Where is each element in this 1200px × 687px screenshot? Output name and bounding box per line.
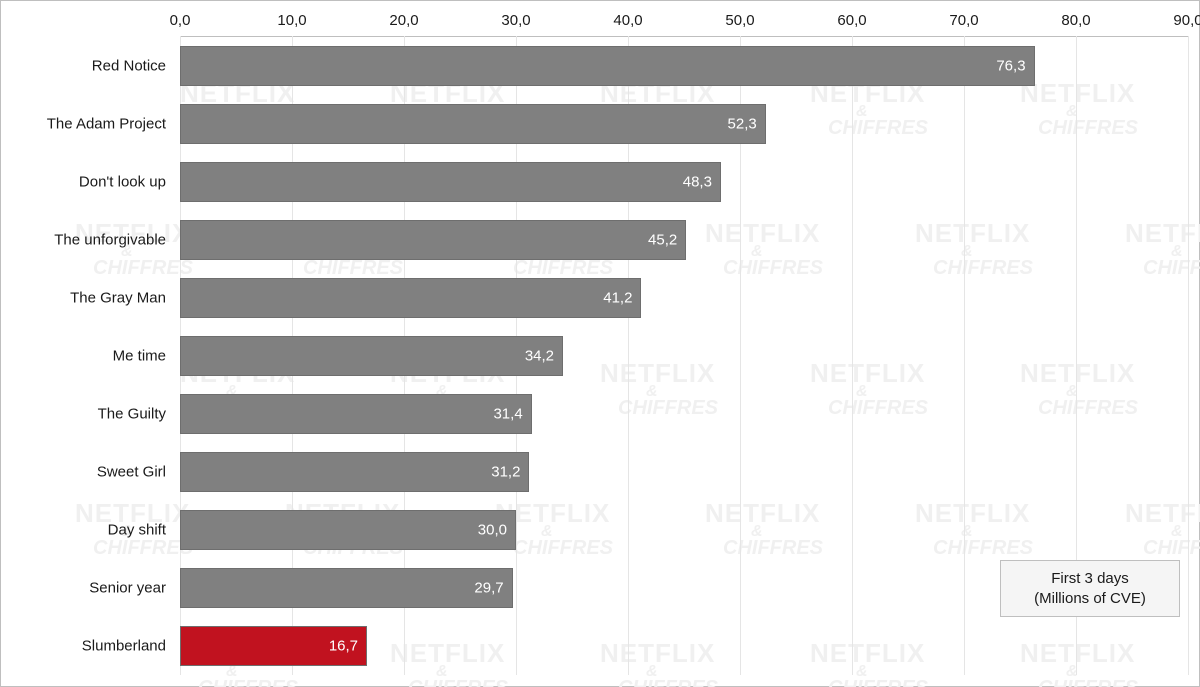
gridline: [964, 36, 965, 675]
x-axis-tick-label: 30,0: [501, 12, 530, 29]
bar: 41,2: [180, 278, 641, 318]
y-axis-category-label: Red Notice: [92, 57, 180, 74]
bar-value-label: 76,3: [996, 57, 1025, 74]
bar-value-label: 29,7: [474, 579, 503, 596]
bar: 76,3: [180, 46, 1035, 86]
y-axis-category-label: Senior year: [89, 579, 180, 596]
x-axis-tick-label: 0,0: [170, 12, 191, 29]
y-axis-category-label: Day shift: [108, 521, 180, 538]
bar-value-label: 34,2: [525, 347, 554, 364]
bar: 30,0: [180, 510, 516, 550]
y-axis-category-label: Me time: [113, 347, 180, 364]
bar-value-label: 31,2: [491, 463, 520, 480]
gridline: [1188, 36, 1189, 675]
bar: 29,7: [180, 568, 513, 608]
y-axis-category-label: The Adam Project: [47, 115, 180, 132]
y-axis-category-label: The unforgivable: [54, 231, 180, 248]
y-axis-category-label: Sweet Girl: [97, 463, 180, 480]
x-axis-line: [180, 36, 1188, 37]
bar: 31,4: [180, 394, 532, 434]
bar: 52,3: [180, 104, 766, 144]
legend-line2: (Millions of CVE): [1034, 590, 1146, 607]
bar-value-label: 48,3: [683, 173, 712, 190]
bar-value-label: 30,0: [478, 521, 507, 538]
bar-value-label: 45,2: [648, 231, 677, 248]
y-axis-category-label: Don't look up: [79, 173, 180, 190]
x-axis-tick-label: 50,0: [725, 12, 754, 29]
bar-value-label: 16,7: [329, 637, 358, 654]
x-axis-tick-label: 60,0: [837, 12, 866, 29]
bar: 34,2: [180, 336, 563, 376]
x-axis-tick-label: 80,0: [1061, 12, 1090, 29]
bar-value-label: 52,3: [728, 115, 757, 132]
bar: 48,3: [180, 162, 721, 202]
legend-box: First 3 days (Millions of CVE): [1000, 560, 1180, 617]
y-axis-category-label: The Gray Man: [70, 289, 180, 306]
gridline: [852, 36, 853, 675]
x-axis-tick-label: 20,0: [389, 12, 418, 29]
bar: 31,2: [180, 452, 529, 492]
x-axis-tick-label: 10,0: [277, 12, 306, 29]
x-axis-tick-label: 90,0: [1173, 12, 1200, 29]
y-axis-category-label: The Guilty: [98, 405, 180, 422]
bar-value-label: 41,2: [603, 289, 632, 306]
x-axis-tick-label: 70,0: [949, 12, 978, 29]
x-axis-tick-label: 40,0: [613, 12, 642, 29]
bar-highlight: 16,7: [180, 626, 367, 666]
bar-value-label: 31,4: [493, 405, 522, 422]
bar: 45,2: [180, 220, 686, 260]
y-axis-category-label: Slumberland: [82, 637, 180, 654]
legend-line1: First 3 days: [1051, 570, 1129, 587]
